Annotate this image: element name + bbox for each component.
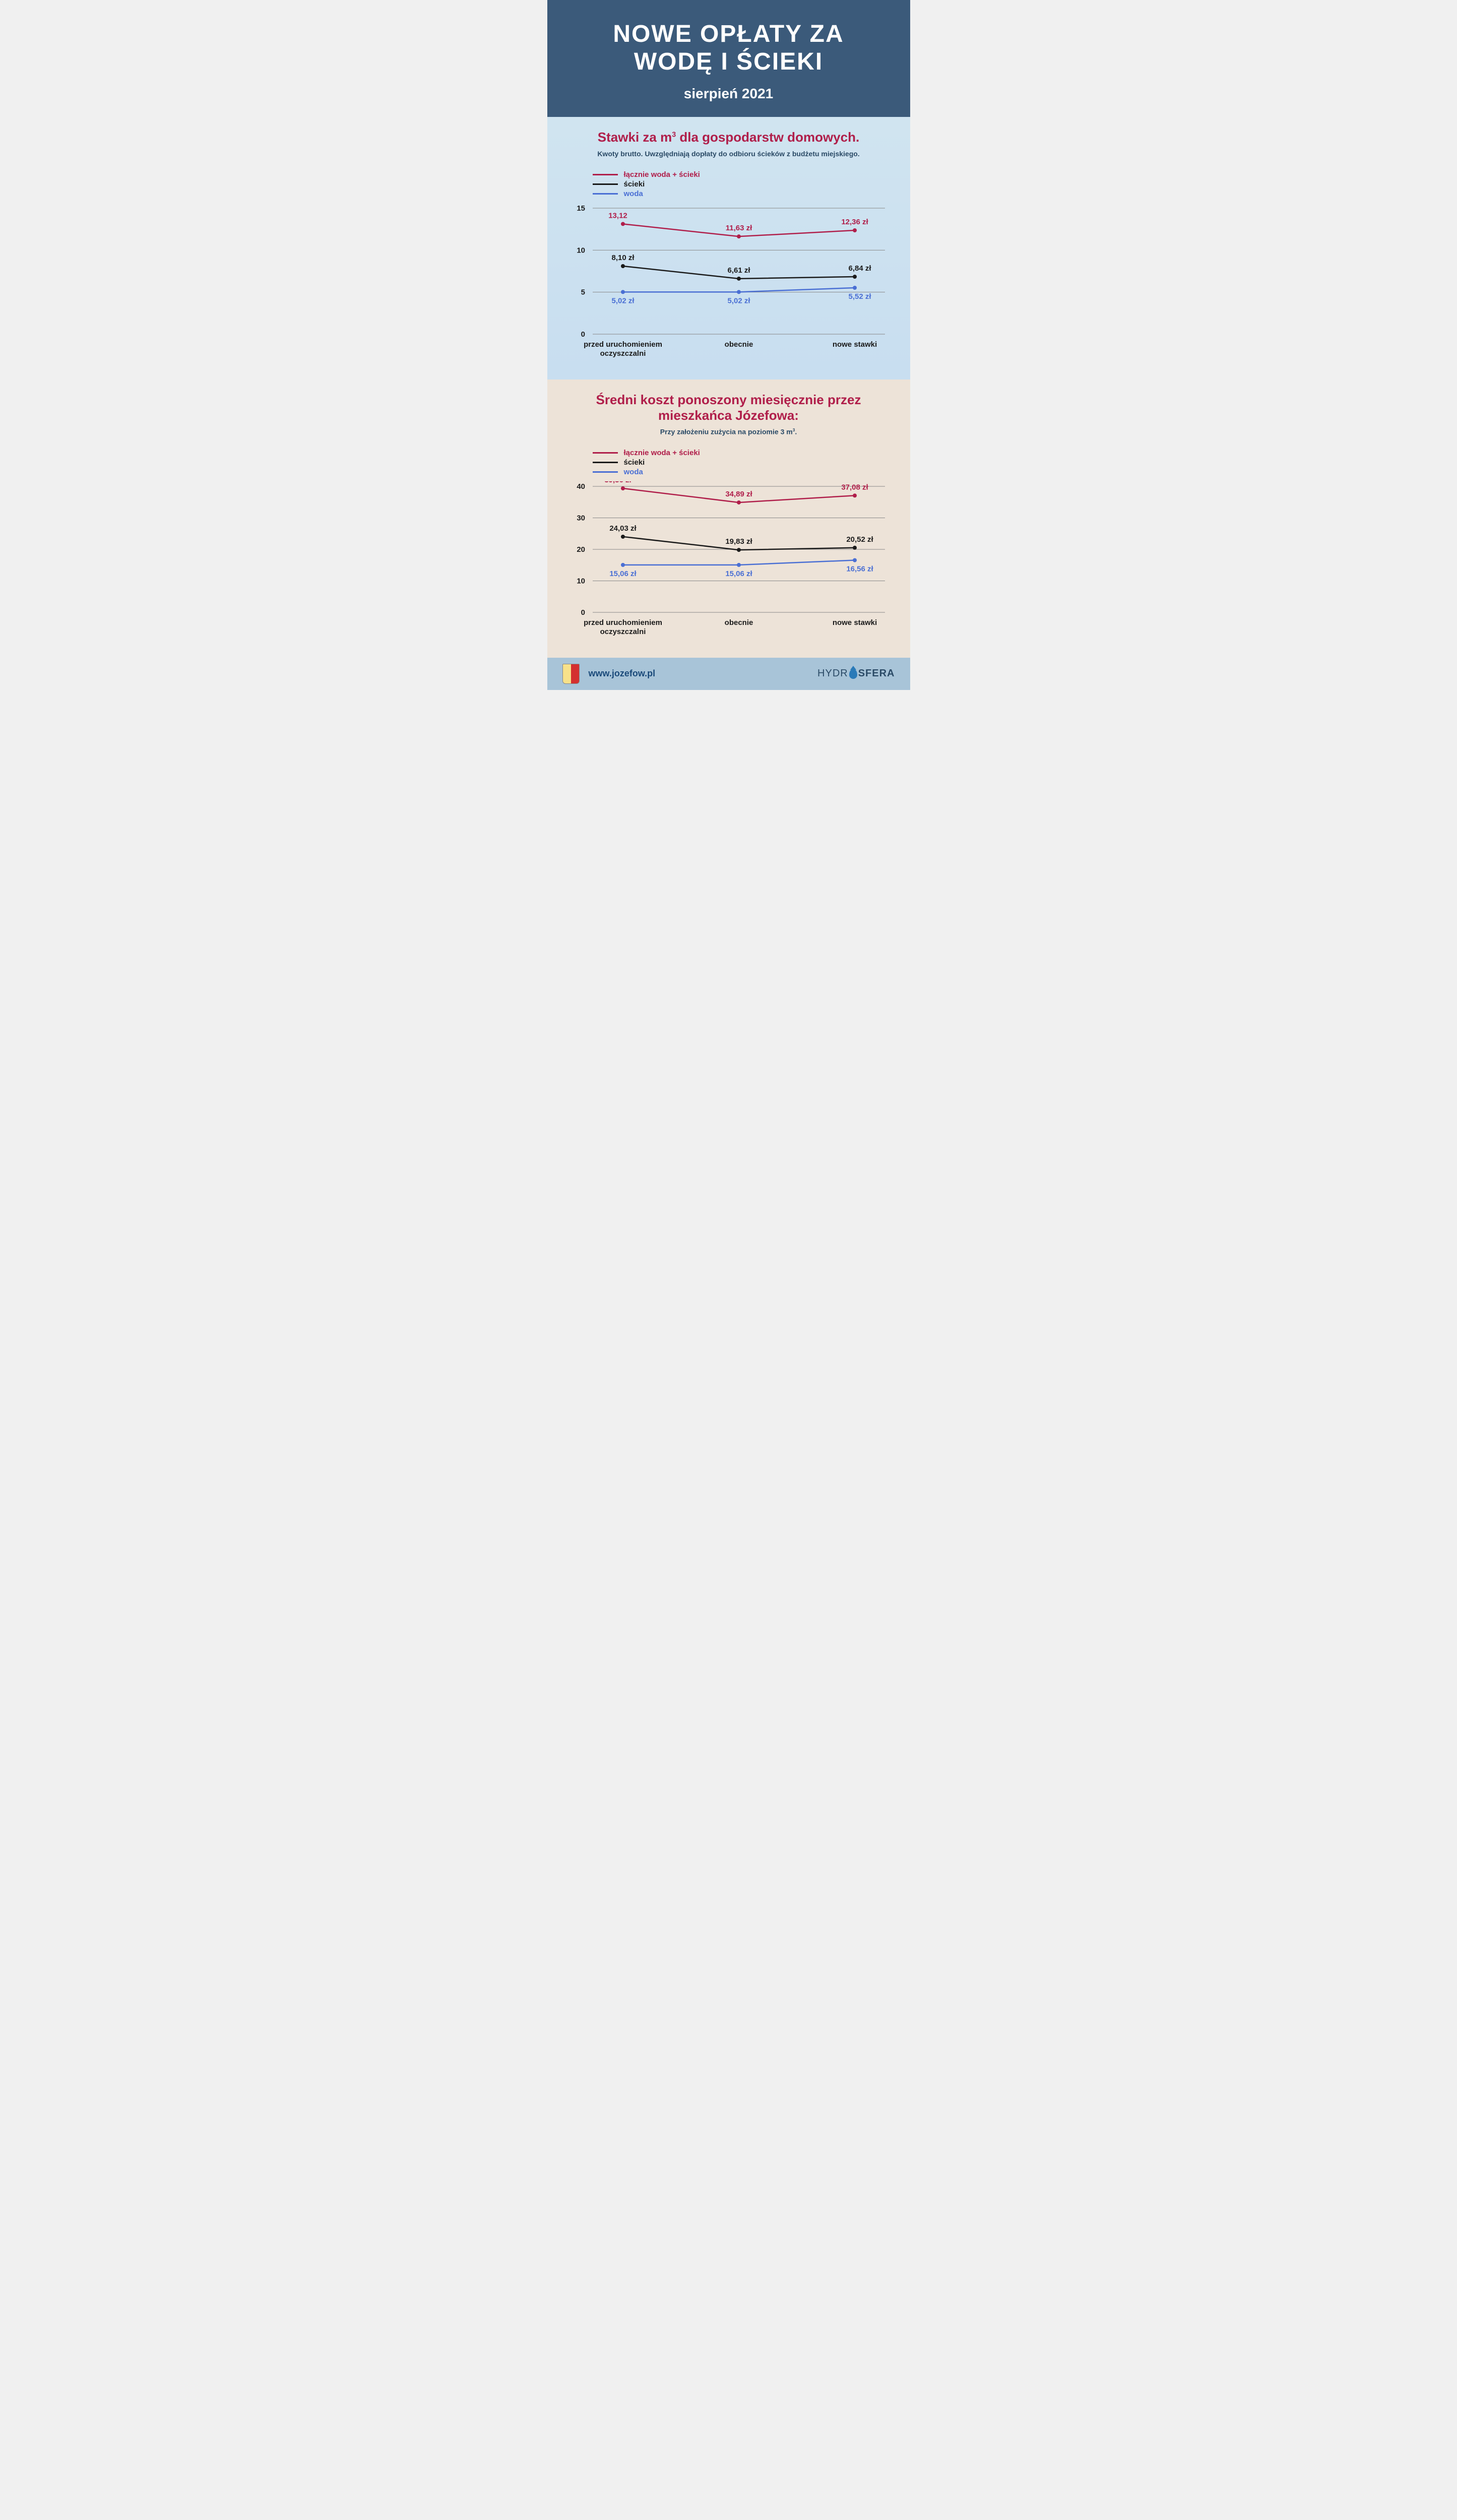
svg-text:15,06 zł: 15,06 zł bbox=[725, 569, 752, 578]
svg-text:8,10 zł: 8,10 zł bbox=[611, 254, 635, 262]
water-drop-icon bbox=[849, 669, 857, 679]
svg-text:11,63 zł: 11,63 zł bbox=[725, 224, 752, 232]
legend-water-label: woda bbox=[624, 190, 643, 198]
svg-text:16,56 zł: 16,56 zł bbox=[846, 564, 873, 573]
svg-text:40: 40 bbox=[577, 482, 585, 491]
infographic-page: NOWE OPŁATY ZA WODĘ I ŚCIEKI sierpień 20… bbox=[547, 0, 910, 690]
svg-text:obecnie: obecnie bbox=[724, 618, 753, 627]
svg-text:24,03 zł: 24,03 zł bbox=[609, 524, 637, 532]
title-line-2: WODĘ I ŚCIEKI bbox=[634, 48, 823, 75]
svg-text:30: 30 bbox=[577, 514, 585, 522]
legend-total-swatch bbox=[593, 174, 618, 175]
legend2-total: łącznie woda + ścieki bbox=[593, 449, 895, 457]
footer: www.jozefow.pl HYDR SFERA bbox=[547, 658, 910, 690]
svg-text:0: 0 bbox=[581, 608, 585, 617]
svg-text:nowe stawki: nowe stawki bbox=[832, 340, 876, 349]
section2-title: Średni koszt ponoszony miesięcznie przez… bbox=[562, 392, 895, 423]
svg-text:12,36 zł: 12,36 zł bbox=[841, 218, 868, 226]
chart1: 0 5 10 15 13,12 11,63 zł 12,36 zł 8,10 zł 6,61 z… bbox=[562, 203, 895, 364]
legend-sewage-swatch bbox=[593, 183, 618, 185]
svg-text:przed uruchomieniem: przed uruchomieniem bbox=[584, 618, 662, 627]
legend2-sewage-swatch bbox=[593, 462, 618, 463]
legend2-sewage-label: ścieki bbox=[624, 458, 645, 467]
svg-text:19,83 zł: 19,83 zł bbox=[725, 537, 752, 546]
chart2-svg: 0 10 20 30 40 39,36 zł 34,89 zł 37,08 zł 24,03 z… bbox=[562, 481, 895, 643]
section1-title-suffix: dla gospodarstw domowych. bbox=[676, 130, 859, 145]
section1-title-sup: 3 bbox=[672, 131, 676, 139]
title-line-1: NOWE OPŁATY ZA bbox=[613, 21, 844, 47]
chart2: 0 10 20 30 40 39,36 zł 34,89 zł 37,08 zł 24,03 z… bbox=[562, 481, 895, 643]
brand-part1: HYDR bbox=[817, 668, 848, 679]
svg-text:oczyszczalni: oczyszczalni bbox=[600, 627, 646, 636]
chart2-legend: łącznie woda + ścieki ścieki woda bbox=[593, 449, 895, 476]
svg-text:5,02 zł: 5,02 zł bbox=[727, 296, 750, 305]
svg-text:0: 0 bbox=[581, 330, 585, 339]
svg-text:15: 15 bbox=[577, 204, 585, 213]
legend-total-label: łącznie woda + ścieki bbox=[624, 170, 700, 179]
svg-text:37,08 zł: 37,08 zł bbox=[841, 483, 868, 491]
svg-text:10: 10 bbox=[577, 577, 585, 585]
chart1-svg: 0 5 10 15 13,12 11,63 zł 12,36 zł 8,10 zł 6,61 z… bbox=[562, 203, 895, 364]
svg-text:5,52 zł: 5,52 zł bbox=[848, 292, 871, 301]
legend2-total-label: łącznie woda + ścieki bbox=[624, 449, 700, 457]
section2-note: Przy założeniu zużycia na poziomie 3 m3. bbox=[562, 427, 895, 436]
svg-text:34,89 zł: 34,89 zł bbox=[725, 490, 752, 498]
legend2-total-swatch bbox=[593, 452, 618, 454]
brand-part2: SFERA bbox=[858, 668, 895, 679]
svg-text:nowe stawki: nowe stawki bbox=[832, 618, 876, 627]
svg-text:obecnie: obecnie bbox=[724, 340, 753, 349]
svg-text:przed uruchomieniem: przed uruchomieniem bbox=[584, 340, 662, 349]
section1-title-prefix: Stawki za m bbox=[598, 130, 672, 145]
legend-water-swatch bbox=[593, 193, 618, 195]
header-subtitle: sierpień 2021 bbox=[557, 86, 900, 102]
svg-text:6,61 zł: 6,61 zł bbox=[727, 266, 750, 274]
legend-total: łącznie woda + ścieki bbox=[593, 170, 895, 179]
legend-water: woda bbox=[593, 190, 895, 198]
section-rates: Stawki za m3 dla gospodarstw domowych. K… bbox=[547, 117, 910, 379]
svg-text:39,36 zł: 39,36 zł bbox=[604, 481, 631, 484]
svg-text:20: 20 bbox=[577, 545, 585, 554]
legend-sewage: ścieki bbox=[593, 180, 895, 188]
legend2-water-label: woda bbox=[624, 468, 643, 476]
svg-text:5: 5 bbox=[581, 288, 585, 296]
city-crest-icon bbox=[562, 664, 580, 684]
svg-text:13,12: 13,12 bbox=[608, 211, 627, 220]
section2-note-suffix: . bbox=[795, 428, 797, 436]
legend-sewage-label: ścieki bbox=[624, 180, 645, 188]
svg-text:15,06 zł: 15,06 zł bbox=[609, 569, 637, 578]
footer-left: www.jozefow.pl bbox=[562, 664, 656, 684]
svg-text:5,02 zł: 5,02 zł bbox=[611, 296, 635, 305]
svg-text:20,52 zł: 20,52 zł bbox=[846, 535, 873, 543]
chart1-legend: łącznie woda + ścieki ścieki woda bbox=[593, 170, 895, 198]
legend2-sewage: ścieki bbox=[593, 458, 895, 467]
section1-title: Stawki za m3 dla gospodarstw domowych. bbox=[562, 130, 895, 145]
svg-text:6,84 zł: 6,84 zł bbox=[848, 264, 871, 273]
svg-text:oczyszczalni: oczyszczalni bbox=[600, 349, 646, 358]
footer-url[interactable]: www.jozefow.pl bbox=[589, 668, 656, 679]
legend2-water-swatch bbox=[593, 471, 618, 473]
section2-note-prefix: Przy założeniu zużycia na poziomie 3 m bbox=[660, 428, 793, 436]
main-title: NOWE OPŁATY ZA WODĘ I ŚCIEKI bbox=[557, 20, 900, 76]
header: NOWE OPŁATY ZA WODĘ I ŚCIEKI sierpień 20… bbox=[547, 0, 910, 117]
section-monthly: Średni koszt ponoszony miesięcznie przez… bbox=[547, 380, 910, 658]
footer-brand: HYDR SFERA bbox=[817, 668, 895, 679]
section1-note: Kwoty brutto. Uwzględniają dopłaty do od… bbox=[562, 150, 895, 158]
legend2-water: woda bbox=[593, 468, 895, 476]
svg-text:10: 10 bbox=[577, 246, 585, 255]
